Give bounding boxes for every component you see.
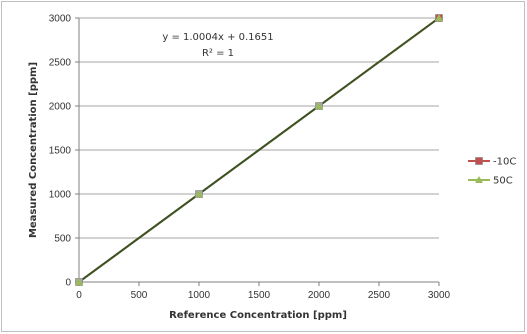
gridlines (79, 17, 439, 239)
y-axis-title: Measured Concentration [ppm] (28, 62, 39, 238)
legend-label: -10C (493, 157, 516, 168)
x-tick-label: 1500 (248, 290, 271, 301)
y-tick-label: 3000 (49, 14, 72, 25)
y-tick-label: 1000 (49, 190, 72, 201)
x-tick-label: 2000 (308, 290, 331, 301)
data-point (75, 278, 83, 285)
x-tick-label: 2500 (368, 290, 391, 301)
x-tick-label: 0 (76, 290, 82, 301)
x-tick-labels: 0 500 1000 1500 2000 2500 3000 (76, 290, 450, 301)
y-tick-labels: 0 500 1000 1500 2000 2500 3000 (49, 14, 72, 289)
series-layer (75, 14, 443, 286)
legend-marker (475, 176, 483, 183)
x-tick-label: 3000 (428, 290, 451, 301)
legend-marker (475, 157, 483, 165)
legend-item: -10C (468, 157, 516, 168)
legend: -10C 50C (468, 157, 516, 187)
r-squared-label: R² = 1 (202, 48, 234, 59)
y-tick-label: 2000 (49, 102, 72, 113)
data-point (195, 190, 203, 197)
x-axis-title: Reference Concentration [ppm] (169, 310, 347, 321)
y-tick-label: 0 (65, 278, 71, 289)
x-tick-label: 1000 (188, 290, 211, 301)
trendline-equation: y = 1.0004x + 0.1651 (162, 32, 273, 43)
x-tick-label: 500 (131, 290, 148, 301)
legend-item: 50C (468, 176, 513, 187)
trendline (78, 17, 440, 283)
axes (75, 17, 440, 286)
legend-label: 50C (493, 176, 513, 187)
y-tick-label: 2500 (49, 58, 72, 69)
y-tick-label: 1500 (49, 146, 72, 157)
data-point (315, 102, 323, 109)
y-tick-label: 500 (54, 234, 71, 245)
data-point (435, 14, 443, 21)
